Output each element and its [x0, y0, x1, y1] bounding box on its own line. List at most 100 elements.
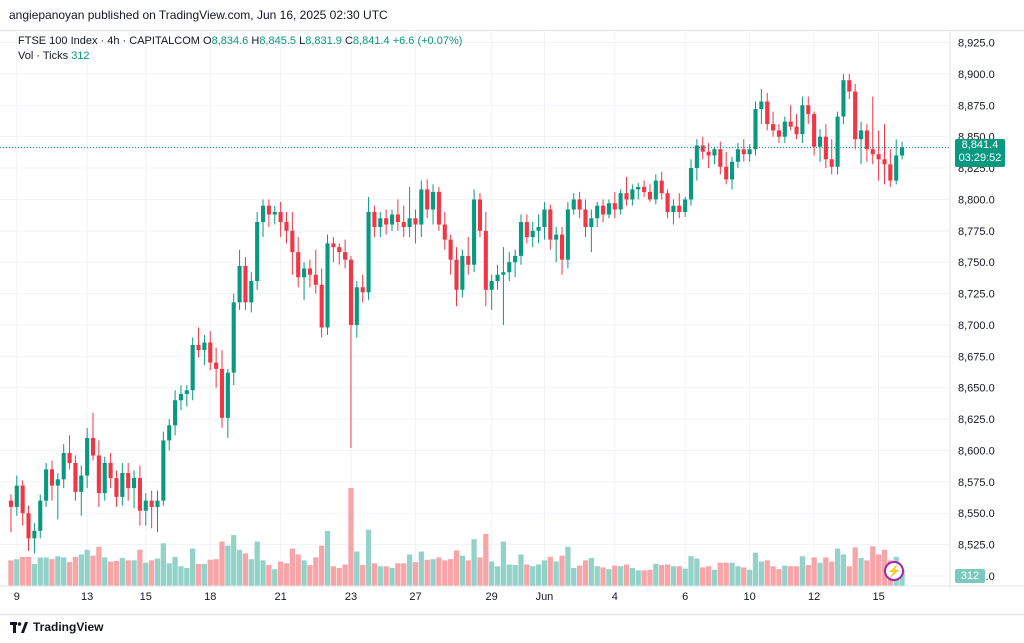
- volume-bar: [653, 563, 659, 586]
- high-label: H: [251, 35, 260, 47]
- candle-body: [278, 211, 283, 223]
- volume-bar: [184, 568, 190, 586]
- volume-bar: [623, 564, 630, 586]
- candle-body: [806, 105, 811, 115]
- volume-bar: [829, 561, 835, 586]
- volume-bar: [442, 560, 448, 586]
- candle-body: [694, 145, 699, 169]
- volume-bar: [524, 564, 530, 586]
- volume-bar: [541, 560, 548, 586]
- volume-bar: [272, 569, 278, 586]
- volume-bar: [747, 569, 753, 586]
- candle-body: [307, 268, 312, 275]
- volume-bar: [383, 566, 389, 586]
- last-price-tag: 8,841.4 03:29:52: [955, 139, 1005, 168]
- volume-bar: [90, 555, 96, 586]
- candle-body: [190, 345, 195, 391]
- volume-bar: [436, 557, 442, 586]
- candle-body: [618, 193, 623, 210]
- low-value: 8,831.9: [305, 35, 342, 47]
- candle-body: [548, 209, 553, 240]
- candle-body: [389, 214, 395, 225]
- volume-bar: [277, 561, 284, 586]
- volume-bar: [119, 558, 125, 586]
- volume-bar: [606, 569, 612, 586]
- volume-bar: [190, 548, 196, 586]
- volume-bar: [406, 554, 413, 586]
- chart-area[interactable]: 8,925.0 8,900.0 8,875.0 8,850.0 8,825.0 8,800…: [0, 30, 1024, 616]
- candle-body: [894, 155, 899, 181]
- volume-bar: [377, 566, 383, 586]
- candle-body: [96, 455, 101, 494]
- price-tick-label: 8,550.0: [958, 508, 995, 520]
- candle-body: [888, 164, 893, 181]
- volume-bar: [559, 555, 565, 586]
- volume-bar: [365, 529, 372, 586]
- volume-bar: [8, 560, 14, 586]
- candle-body: [559, 234, 565, 260]
- candle-body: [765, 101, 770, 125]
- brand-name: TradingView: [33, 620, 104, 634]
- candle-body: [853, 91, 858, 140]
- time-tick-label: 18: [204, 591, 216, 603]
- candle-body: [67, 452, 72, 464]
- candle-body: [137, 478, 142, 511]
- tradingview-brand[interactable]: TradingView: [10, 620, 103, 634]
- candle-body: [313, 274, 318, 285]
- volume-bar: [612, 565, 618, 586]
- volume-bar: [342, 564, 348, 586]
- volume-bar: [741, 567, 747, 586]
- volume-bar: [31, 563, 38, 586]
- candle-body: [348, 259, 354, 325]
- volume-bar: [213, 559, 219, 586]
- volume-bar: [571, 568, 577, 586]
- volume-bar: [846, 566, 852, 586]
- volume-bar: [553, 561, 559, 586]
- volume-bar: [530, 566, 536, 586]
- volume-bar: [289, 548, 295, 586]
- candle-body: [401, 222, 406, 228]
- volume-bar: [49, 559, 55, 586]
- volume-bar: [864, 560, 870, 586]
- candle-body: [219, 368, 225, 418]
- time-tick-label: 23: [345, 591, 357, 603]
- candle-body: [536, 227, 541, 231]
- candle-body: [196, 345, 201, 351]
- volume-bar: [811, 557, 817, 586]
- volume-bar: [805, 565, 811, 586]
- high-value: 8,845.5: [259, 35, 297, 47]
- volume-bar: [61, 557, 67, 586]
- candle-body: [782, 121, 787, 137]
- candle-body: [542, 209, 547, 228]
- volume-bar: [389, 568, 395, 586]
- volume-bar: [535, 564, 542, 586]
- volume-bar: [870, 546, 876, 586]
- volume-bar: [418, 551, 424, 586]
- candle-body: [630, 189, 635, 200]
- candle-body: [26, 513, 31, 539]
- candle-body: [571, 199, 576, 210]
- price-tick-label: 8,925.0: [958, 38, 995, 50]
- volume-bar: [518, 554, 524, 586]
- volume-bar: [160, 543, 166, 586]
- footer-bar: [0, 614, 1024, 643]
- volume-bar: [242, 553, 249, 586]
- alert-icon[interactable]: ⚡: [884, 561, 904, 581]
- candle-body: [589, 218, 594, 228]
- candle-body: [243, 265, 248, 303]
- candle-body: [108, 463, 113, 479]
- volume-bar: [66, 562, 73, 586]
- candle-body: [841, 80, 846, 117]
- candle-body: [378, 218, 383, 228]
- candle-body: [436, 191, 441, 225]
- close-label: C: [344, 35, 353, 47]
- candle-body: [700, 145, 705, 152]
- candle-body: [858, 130, 864, 140]
- low-label: L: [299, 35, 306, 47]
- candle-body: [847, 80, 852, 92]
- candle-body: [407, 218, 412, 228]
- price-chart[interactable]: 8,925.08,900.08,875.08,850.08,825.08,800…: [0, 30, 1024, 616]
- volume-bar: [477, 557, 483, 586]
- candle-body: [583, 209, 588, 228]
- volume-bar: [776, 569, 782, 586]
